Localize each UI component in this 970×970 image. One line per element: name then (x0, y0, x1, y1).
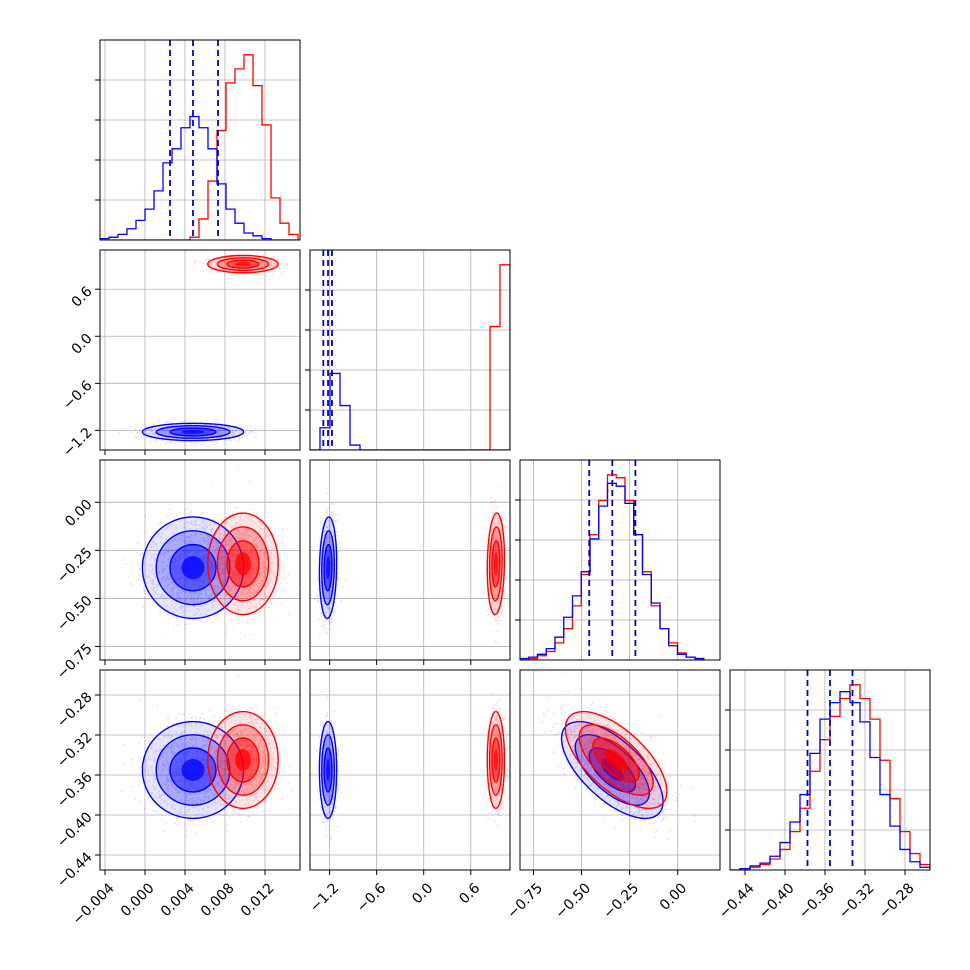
panel-frame (519, 669, 721, 871)
scatter-panel-3-2 (309, 459, 511, 665)
x-tick-label: −0.28 (876, 880, 918, 922)
y-tick-label: −0.36 (54, 769, 96, 811)
scatter-panel-4-3 (519, 669, 721, 875)
y-tick-label: −1.2 (60, 425, 95, 460)
x-tick-label: −0.40 (756, 880, 798, 922)
x-tick-label: 0.008 (198, 880, 238, 920)
contour-blue-4 (181, 759, 205, 781)
histogram-panel-1 (95, 39, 301, 241)
y-tick-label: −0.44 (54, 849, 96, 891)
panel-frame (99, 39, 301, 241)
contour-blue-4 (326, 759, 331, 781)
y-tick-label: −0.32 (54, 729, 96, 771)
panel-frame (99, 249, 301, 451)
panels-layer (95, 39, 931, 875)
panel-frame (99, 459, 301, 661)
x-tick-label: −0.44 (716, 880, 758, 922)
x-tick-label: 0.00 (657, 880, 690, 913)
contour-red-4 (235, 552, 251, 576)
panel-frame (99, 669, 301, 871)
histogram-red (520, 474, 705, 660)
x-tick-label: 0.004 (158, 880, 198, 920)
histogram-panel-4 (725, 669, 931, 871)
scatter-dots (121, 675, 277, 837)
scatter-panel-4-2 (309, 669, 511, 875)
y-tick-label: −0.50 (54, 593, 96, 635)
panel-frame (729, 669, 931, 871)
scatter-panel-2-1 (95, 249, 301, 455)
x-tick-label: −0.75 (504, 880, 546, 922)
contour-blue-4 (326, 556, 331, 580)
histogram-blue (100, 115, 298, 240)
panel-frame (309, 669, 511, 871)
histogram-red (310, 264, 510, 450)
x-tick-label: −0.6 (354, 880, 389, 915)
y-tick-label: 0.00 (62, 497, 95, 530)
y-tick-label: 0.6 (69, 283, 96, 310)
x-tick-label: −0.50 (552, 880, 594, 922)
y-tick-label: −0.40 (54, 809, 96, 851)
y-tick-label: −0.75 (54, 641, 96, 683)
x-tick-label: −0.36 (796, 880, 838, 922)
contour-blue-4 (600, 758, 624, 782)
contour-red-4 (493, 552, 498, 576)
y-tick-label: −0.28 (54, 689, 96, 731)
panel-frame (309, 459, 511, 661)
histogram-blue (310, 372, 510, 450)
histogram-panel-2 (305, 249, 511, 451)
histogram-panel-3 (515, 459, 721, 661)
panel-frame (309, 249, 511, 451)
x-tick-label: −0.004 (70, 880, 118, 928)
scatter-panel-4-1 (95, 669, 301, 875)
contour-red-4 (604, 748, 628, 772)
y-tick-label: −0.6 (60, 378, 95, 413)
x-tick-label: 0.000 (118, 880, 158, 920)
y-tick-label: −0.25 (54, 545, 96, 587)
x-tick-label: 0.0 (409, 880, 436, 907)
scatter-panel-3-1 (95, 459, 301, 665)
contour-red-4 (235, 262, 251, 267)
x-tick-label: −1.2 (307, 880, 342, 915)
contour-blue-4 (181, 430, 205, 434)
histogram-red (100, 54, 299, 240)
contour-red-4 (493, 749, 498, 771)
panel-frame (519, 459, 721, 661)
x-tick-label: −0.32 (836, 880, 878, 922)
x-tick-label: −0.25 (601, 880, 643, 922)
x-tick-label: 0.012 (238, 880, 278, 920)
x-tick-label: 0.6 (456, 880, 483, 907)
scatter-points-blue (121, 675, 277, 837)
contour-blue-4 (181, 556, 205, 580)
y-tick-label: 0.0 (69, 331, 96, 358)
contour-red-4 (235, 749, 251, 771)
